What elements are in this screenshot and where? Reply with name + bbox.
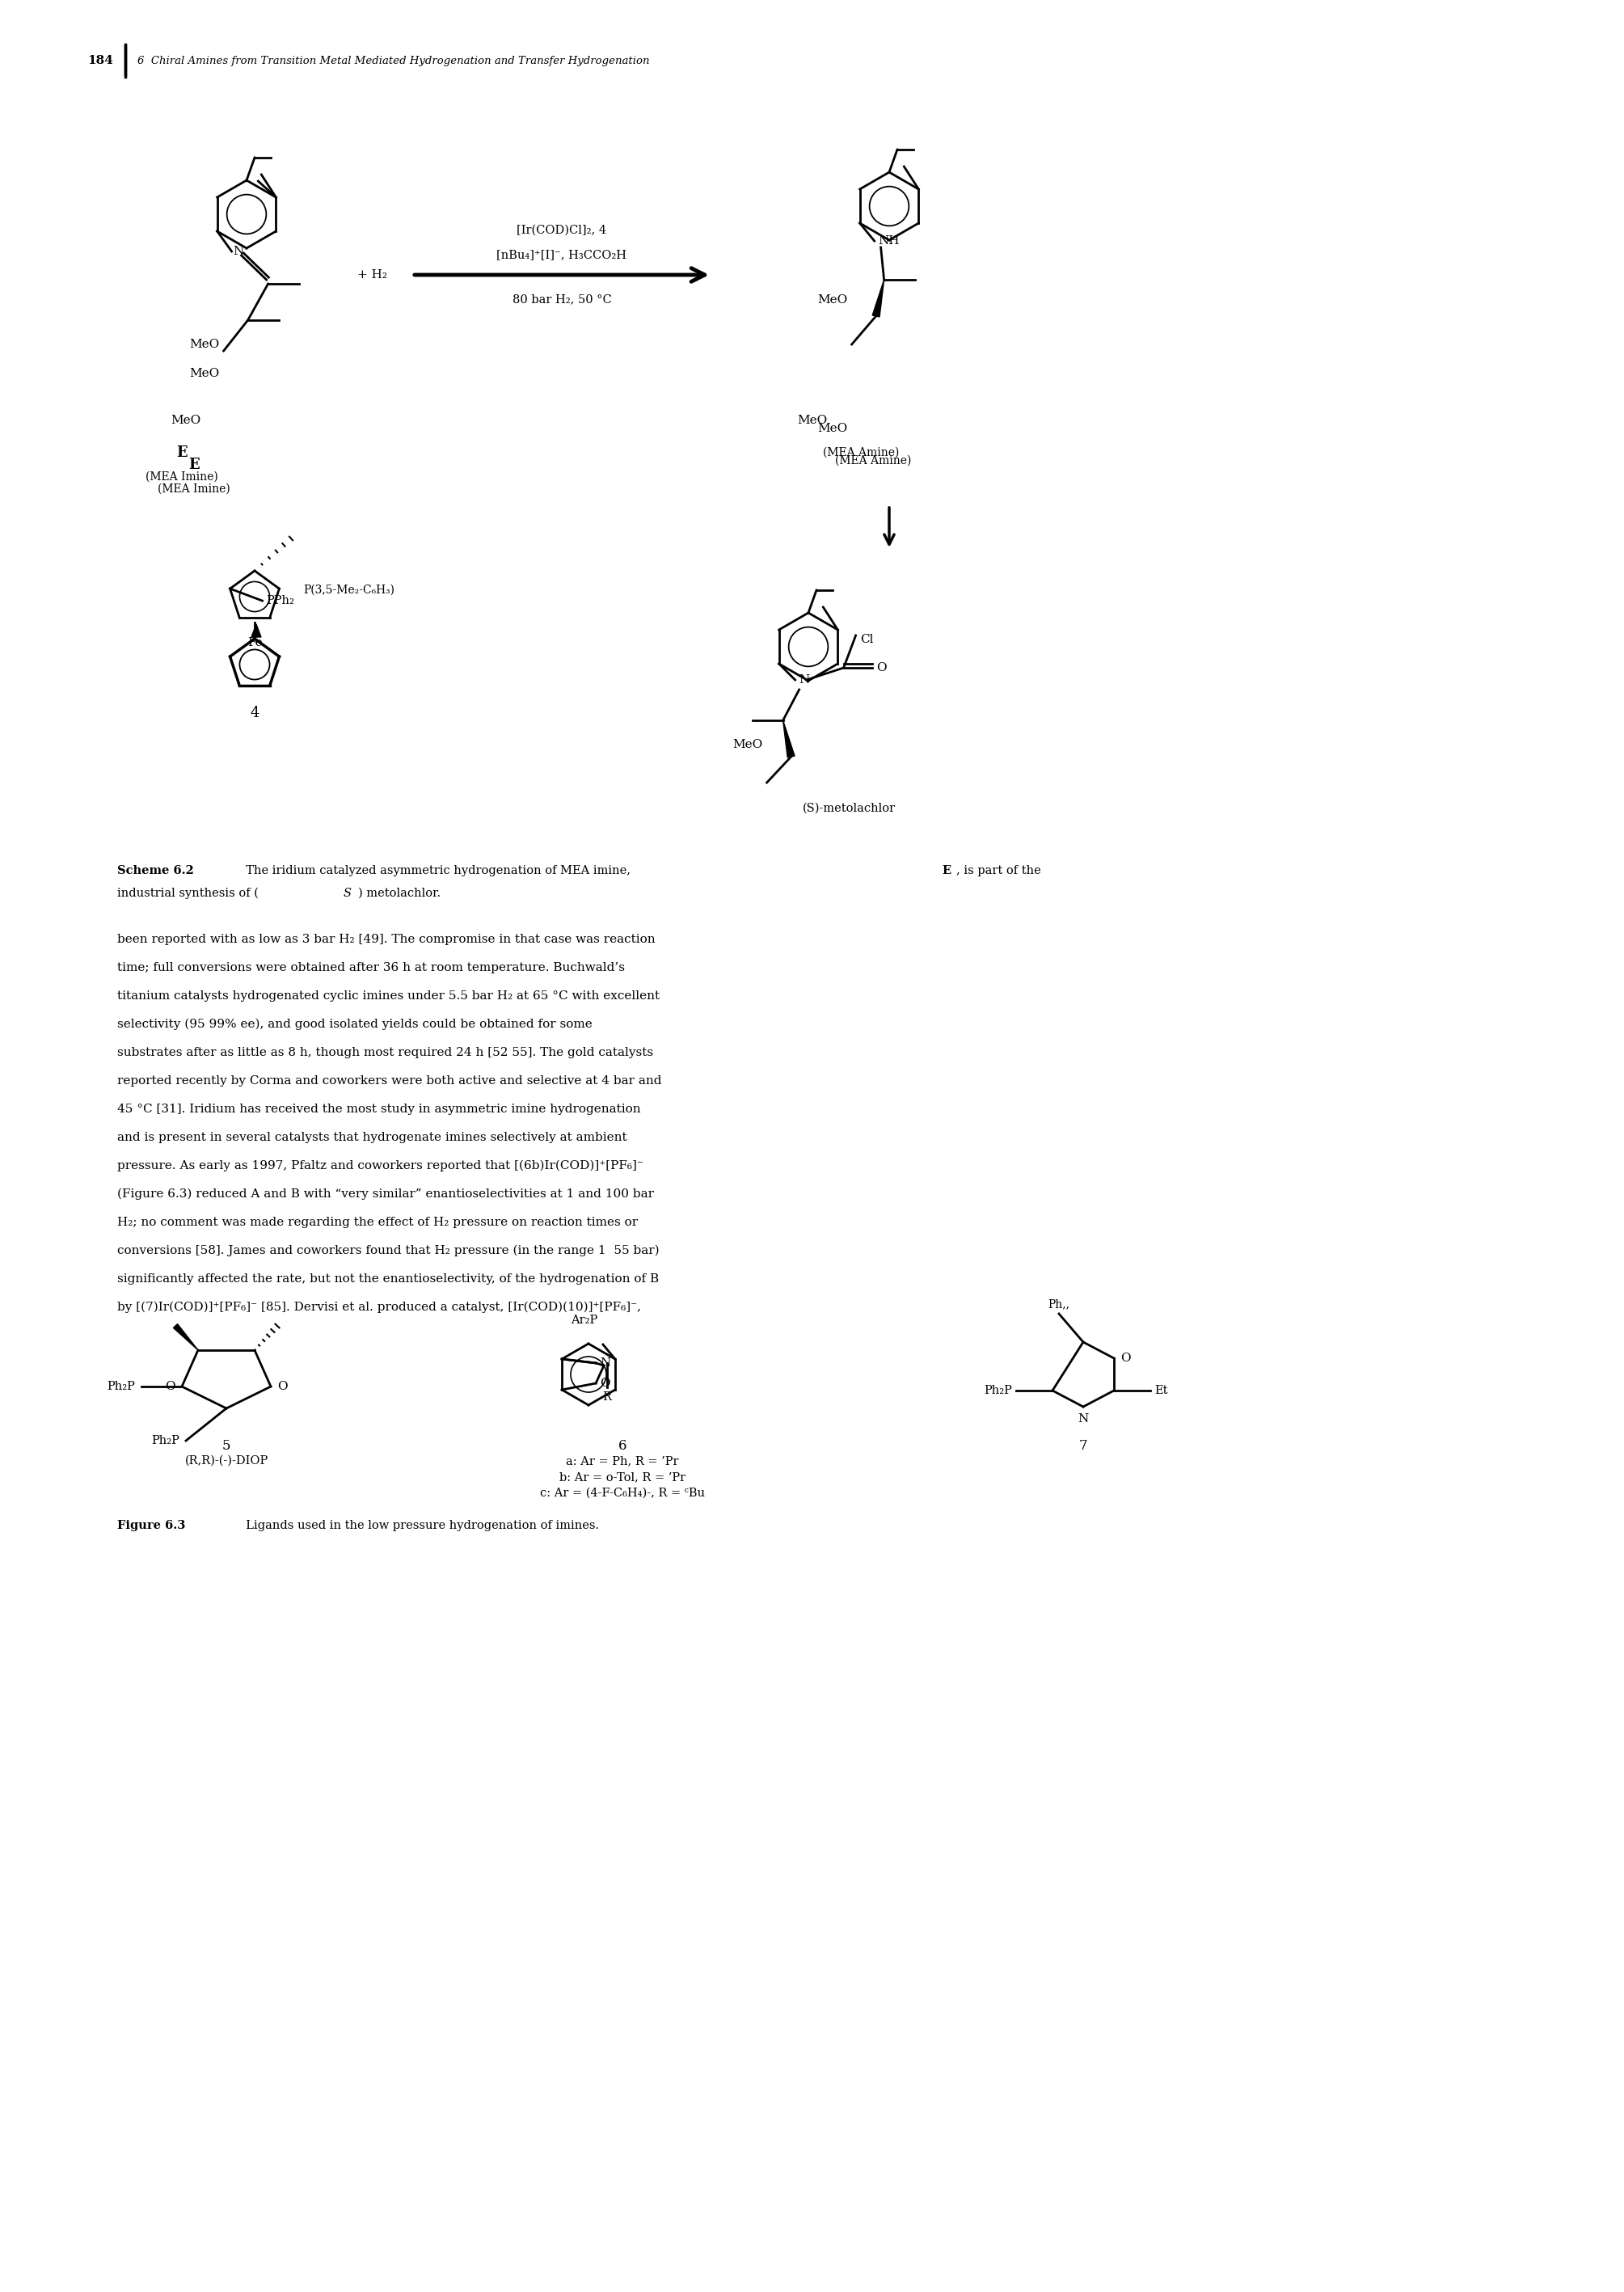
Text: (R,R)-(-)-DIOP: (R,R)-(-)-DIOP	[185, 1455, 268, 1467]
Text: by [(7)Ir(COD)]⁺[PF₆]⁻ [85]. Dervisi et al. produced a catalyst, [Ir(COD)(10)]⁺[: by [(7)Ir(COD)]⁺[PF₆]⁻ [85]. Dervisi et …	[117, 1302, 641, 1313]
Text: significantly affected the rate, but not the enantioselectivity, of the hydrogen: significantly affected the rate, but not…	[117, 1274, 659, 1284]
Text: [nBu₄]⁺[I]⁻, H₃CCO₂H: [nBu₄]⁺[I]⁻, H₃CCO₂H	[497, 250, 627, 261]
Text: 7: 7	[1078, 1439, 1088, 1453]
Text: Ph₂P: Ph₂P	[984, 1384, 1012, 1396]
Polygon shape	[783, 720, 794, 759]
Text: , is part of the: , is part of the	[957, 864, 1041, 876]
Text: MeO: MeO	[817, 422, 848, 433]
Text: MeO: MeO	[797, 415, 828, 426]
Text: MeO: MeO	[732, 738, 763, 749]
Text: a: Ar = Ph, R = ’Pr: a: Ar = Ph, R = ’Pr	[567, 1455, 679, 1467]
Text: 184: 184	[88, 55, 114, 66]
Text: Scheme 6.2: Scheme 6.2	[117, 864, 193, 876]
Text: R: R	[603, 1391, 612, 1403]
Text: N: N	[599, 1357, 611, 1368]
Text: c: Ar = (4-F-C₆H₄)-, R = ᶜBu: c: Ar = (4-F-C₆H₄)-, R = ᶜBu	[541, 1488, 705, 1499]
Text: Ar₂P: Ar₂P	[572, 1316, 598, 1325]
Polygon shape	[252, 623, 261, 637]
Text: E: E	[942, 864, 950, 876]
Text: H₂; no comment was made regarding the effect of H₂ pressure on reaction times or: H₂; no comment was made regarding the ef…	[117, 1217, 638, 1229]
Text: ) metolachlor.: ) metolachlor.	[359, 887, 440, 898]
Text: 80 bar H₂, 50 °C: 80 bar H₂, 50 °C	[512, 293, 611, 305]
Text: reported recently by Corma and coworkers were both active and selective at 4 bar: reported recently by Corma and coworkers…	[117, 1075, 661, 1086]
Text: MeO: MeO	[171, 415, 201, 426]
Text: 5: 5	[222, 1439, 231, 1453]
Text: (MEA Imine): (MEA Imine)	[158, 484, 231, 495]
Text: and is present in several catalysts that hydrogenate imines selectively at ambie: and is present in several catalysts that…	[117, 1132, 627, 1144]
Text: MeO: MeO	[190, 367, 219, 378]
Text: The iridium catalyzed asymmetric hydrogenation of MEA imine,: The iridium catalyzed asymmetric hydroge…	[239, 864, 635, 876]
Text: Figure 6.3: Figure 6.3	[117, 1520, 185, 1531]
Text: Cl: Cl	[859, 635, 874, 644]
Text: (S)-metolachlor: (S)-metolachlor	[802, 802, 895, 814]
Text: PPh₂: PPh₂	[266, 596, 294, 607]
Text: titanium catalysts hydrogenated cyclic imines under 5.5 bar H₂ at 65 °C with exc: titanium catalysts hydrogenated cyclic i…	[117, 990, 659, 1002]
Text: N: N	[1078, 1414, 1088, 1426]
Text: + H₂: + H₂	[357, 268, 387, 280]
Text: MeO: MeO	[817, 293, 848, 305]
Text: P(3,5-Me₂-C₆H₃): P(3,5-Me₂-C₆H₃)	[304, 584, 395, 596]
Text: industrial synthesis of (: industrial synthesis of (	[117, 887, 258, 898]
Text: (MEA Amine): (MEA Amine)	[823, 447, 900, 458]
Text: time; full conversions were obtained after 36 h at room temperature. Buchwald’s: time; full conversions were obtained aft…	[117, 963, 625, 974]
Text: b: Ar = o-Tol, R = ’Pr: b: Ar = o-Tol, R = ’Pr	[559, 1471, 685, 1483]
Text: MeO: MeO	[190, 339, 219, 351]
Text: O: O	[166, 1380, 175, 1391]
Text: Ligands used in the low pressure hydrogenation of imines.: Ligands used in the low pressure hydroge…	[239, 1520, 599, 1531]
Text: Et: Et	[1155, 1384, 1168, 1396]
Text: pressure. As early as 1997, Pfaltz and coworkers reported that [(6b)Ir(COD)]⁺[PF: pressure. As early as 1997, Pfaltz and c…	[117, 1160, 643, 1171]
Text: Ph,,: Ph,,	[1047, 1297, 1070, 1309]
Text: Ph₂P: Ph₂P	[107, 1380, 135, 1391]
Text: been reported with as low as 3 bar H₂ [49]. The compromise in that case was reac: been reported with as low as 3 bar H₂ [4…	[117, 933, 654, 944]
Text: O: O	[1121, 1352, 1130, 1364]
Text: [Ir(COD)Cl]₂, 4: [Ir(COD)Cl]₂, 4	[516, 225, 607, 236]
Text: (MEA Amine): (MEA Amine)	[835, 456, 911, 468]
Polygon shape	[872, 280, 883, 316]
Text: Ph₂P: Ph₂P	[151, 1435, 180, 1446]
Text: (MEA Imine): (MEA Imine)	[146, 472, 218, 484]
Text: E: E	[188, 458, 200, 472]
Text: 45 °C [31]. Iridium has received the most study in asymmetric imine hydrogenatio: 45 °C [31]. Iridium has received the mos…	[117, 1102, 641, 1114]
Text: conversions [58]. James and coworkers found that H₂ pressure (in the range 1  55: conversions [58]. James and coworkers fo…	[117, 1245, 659, 1256]
Text: 6: 6	[619, 1439, 627, 1453]
Text: E: E	[177, 445, 187, 461]
Text: O: O	[278, 1380, 287, 1391]
Text: 4: 4	[250, 706, 260, 720]
Polygon shape	[174, 1325, 198, 1350]
Text: O: O	[875, 662, 887, 674]
Text: S: S	[344, 887, 352, 898]
Text: O: O	[599, 1377, 611, 1389]
Text: selectivity (95 99% ee), and good isolated yields could be obtained for some: selectivity (95 99% ee), and good isolat…	[117, 1018, 593, 1031]
Text: (Figure 6.3) reduced A and B with “very similar” enantioselectivities at 1 and 1: (Figure 6.3) reduced A and B with “very …	[117, 1190, 654, 1201]
Text: 6  Chiral Amines from Transition Metal Mediated Hydrogenation and Transfer Hydro: 6 Chiral Amines from Transition Metal Me…	[138, 55, 650, 66]
Text: NH: NH	[879, 236, 900, 248]
Text: Fe: Fe	[247, 637, 261, 649]
Text: N: N	[799, 674, 810, 685]
Text: substrates after as little as 8 h, though most required 24 h [52 55]. The gold c: substrates after as little as 8 h, thoug…	[117, 1047, 653, 1059]
Text: N: N	[234, 245, 244, 257]
